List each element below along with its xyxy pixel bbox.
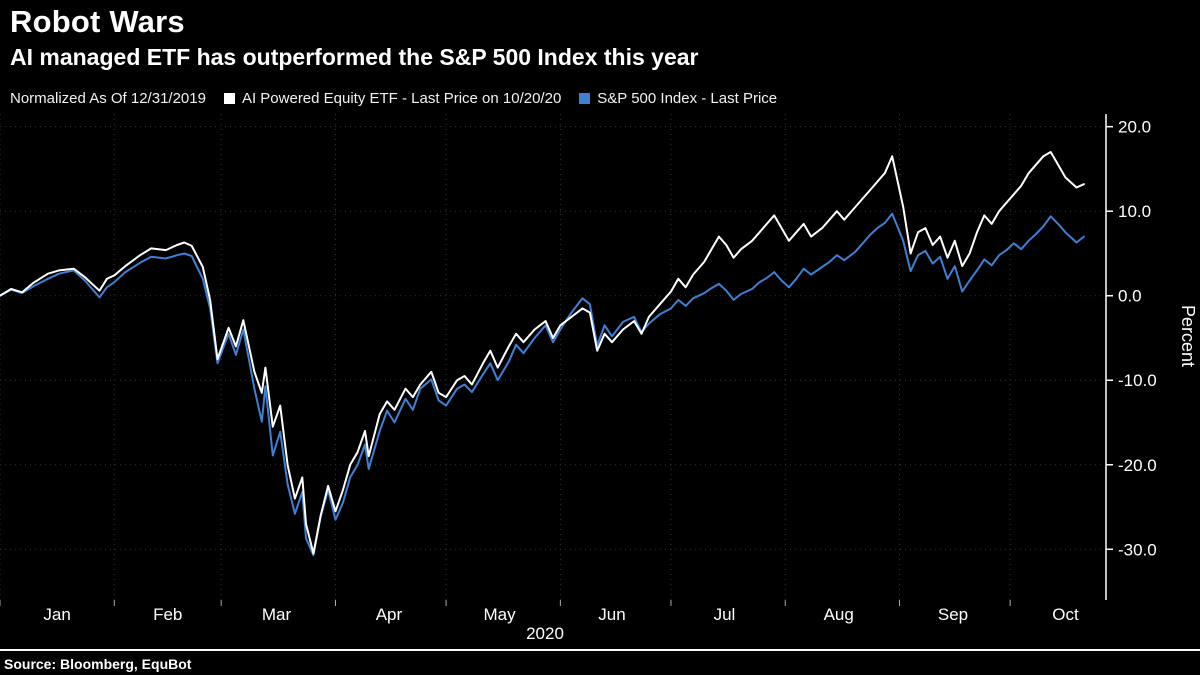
y-tick-label: -10.0	[1118, 371, 1157, 390]
x-tick-label: Sep	[938, 605, 968, 624]
legend-label-spx: S&P 500 Index - Last Price	[597, 90, 778, 107]
legend-note: Normalized As Of 12/31/2019	[10, 90, 206, 107]
legend-swatch-spx	[579, 93, 591, 104]
series-line	[0, 151, 1085, 555]
x-tick-label: May	[483, 605, 516, 624]
chart-subtitle: AI managed ETF has outperformed the S&P …	[10, 44, 699, 70]
footer-divider	[0, 649, 1200, 651]
legend-item-aieq: AI Powered Equity ETF - Last Price on 10…	[223, 90, 562, 107]
y-axis-title: Percent	[1178, 305, 1198, 368]
legend-item-spx: S&P 500 Index - Last Price	[579, 90, 777, 107]
x-tick-label: Oct	[1052, 605, 1079, 624]
x-tick-label: Apr	[376, 605, 403, 624]
legend-label-aieq: AI Powered Equity ETF - Last Price on 10…	[241, 90, 562, 107]
x-tick-label: Mar	[262, 605, 292, 624]
source-credit: Source: Bloomberg, EquBot	[4, 656, 192, 672]
legend: Normalized As Of 12/31/2019 AI Powered E…	[10, 90, 777, 107]
page-title: Robot Wars	[10, 4, 185, 39]
x-tick-label: Jan	[43, 605, 70, 624]
y-tick-label: 10.0	[1118, 202, 1151, 221]
x-tick-label: Jun	[598, 605, 625, 624]
x-tick-label: Jul	[714, 605, 736, 624]
line-chart: 20.0 10.0 0.0 -10.0 -20.0 -30.0 Jan Feb Mar Apr Ma…	[0, 114, 1157, 624]
legend-swatch-aieq	[223, 93, 235, 104]
x-axis-title: 2020	[526, 624, 564, 643]
y-tick-label: 0.0	[1118, 287, 1142, 306]
x-tick-label: Aug	[824, 605, 854, 624]
series-line	[0, 212, 1085, 557]
y-tick-label: 20.0	[1118, 118, 1151, 137]
y-tick-label: -30.0	[1118, 540, 1157, 559]
x-tick-label: Feb	[153, 605, 182, 624]
y-tick-label: -20.0	[1118, 456, 1157, 475]
